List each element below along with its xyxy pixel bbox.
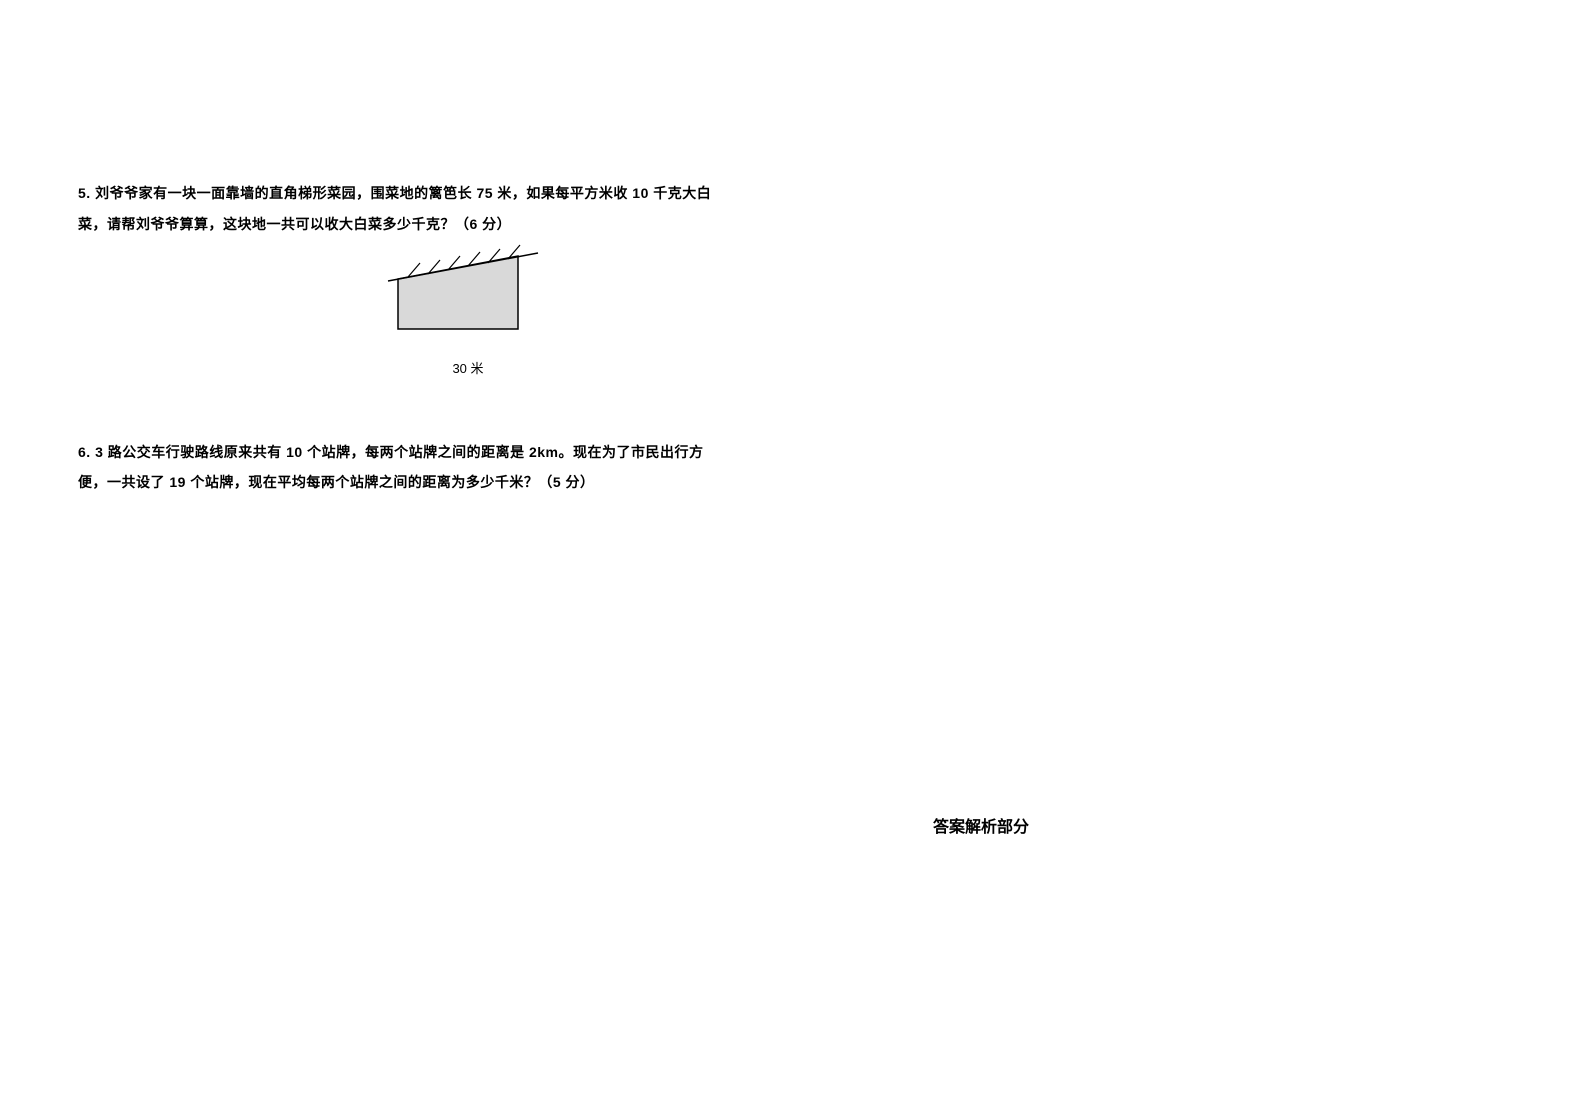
problem5-line1: 5. 刘爷爷家有一块一面靠墙的直角梯形菜园，围菜地的篱笆长 75 米，如果每平方… — [78, 178, 798, 209]
problem5-figure: 30 米 — [318, 244, 618, 377]
answer-section-heading: 答案解析部分 — [933, 813, 1029, 837]
problem6-line2: 便，一共设了 19 个站牌，现在平均每两个站牌之间的距离为多少千米？（5 分） — [78, 467, 798, 498]
problem5-line2: 菜，请帮刘爷爷算算，这块地一共可以收大白菜多少千克？（6 分） — [78, 209, 798, 240]
trapezoid-diagram — [378, 244, 558, 354]
figure-bottom-label: 30 米 — [452, 358, 483, 377]
problem6-line1: 6. 3 路公交车行驶路线原来共有 10 个站牌，每两个站牌之间的距离是 2km… — [78, 437, 798, 468]
